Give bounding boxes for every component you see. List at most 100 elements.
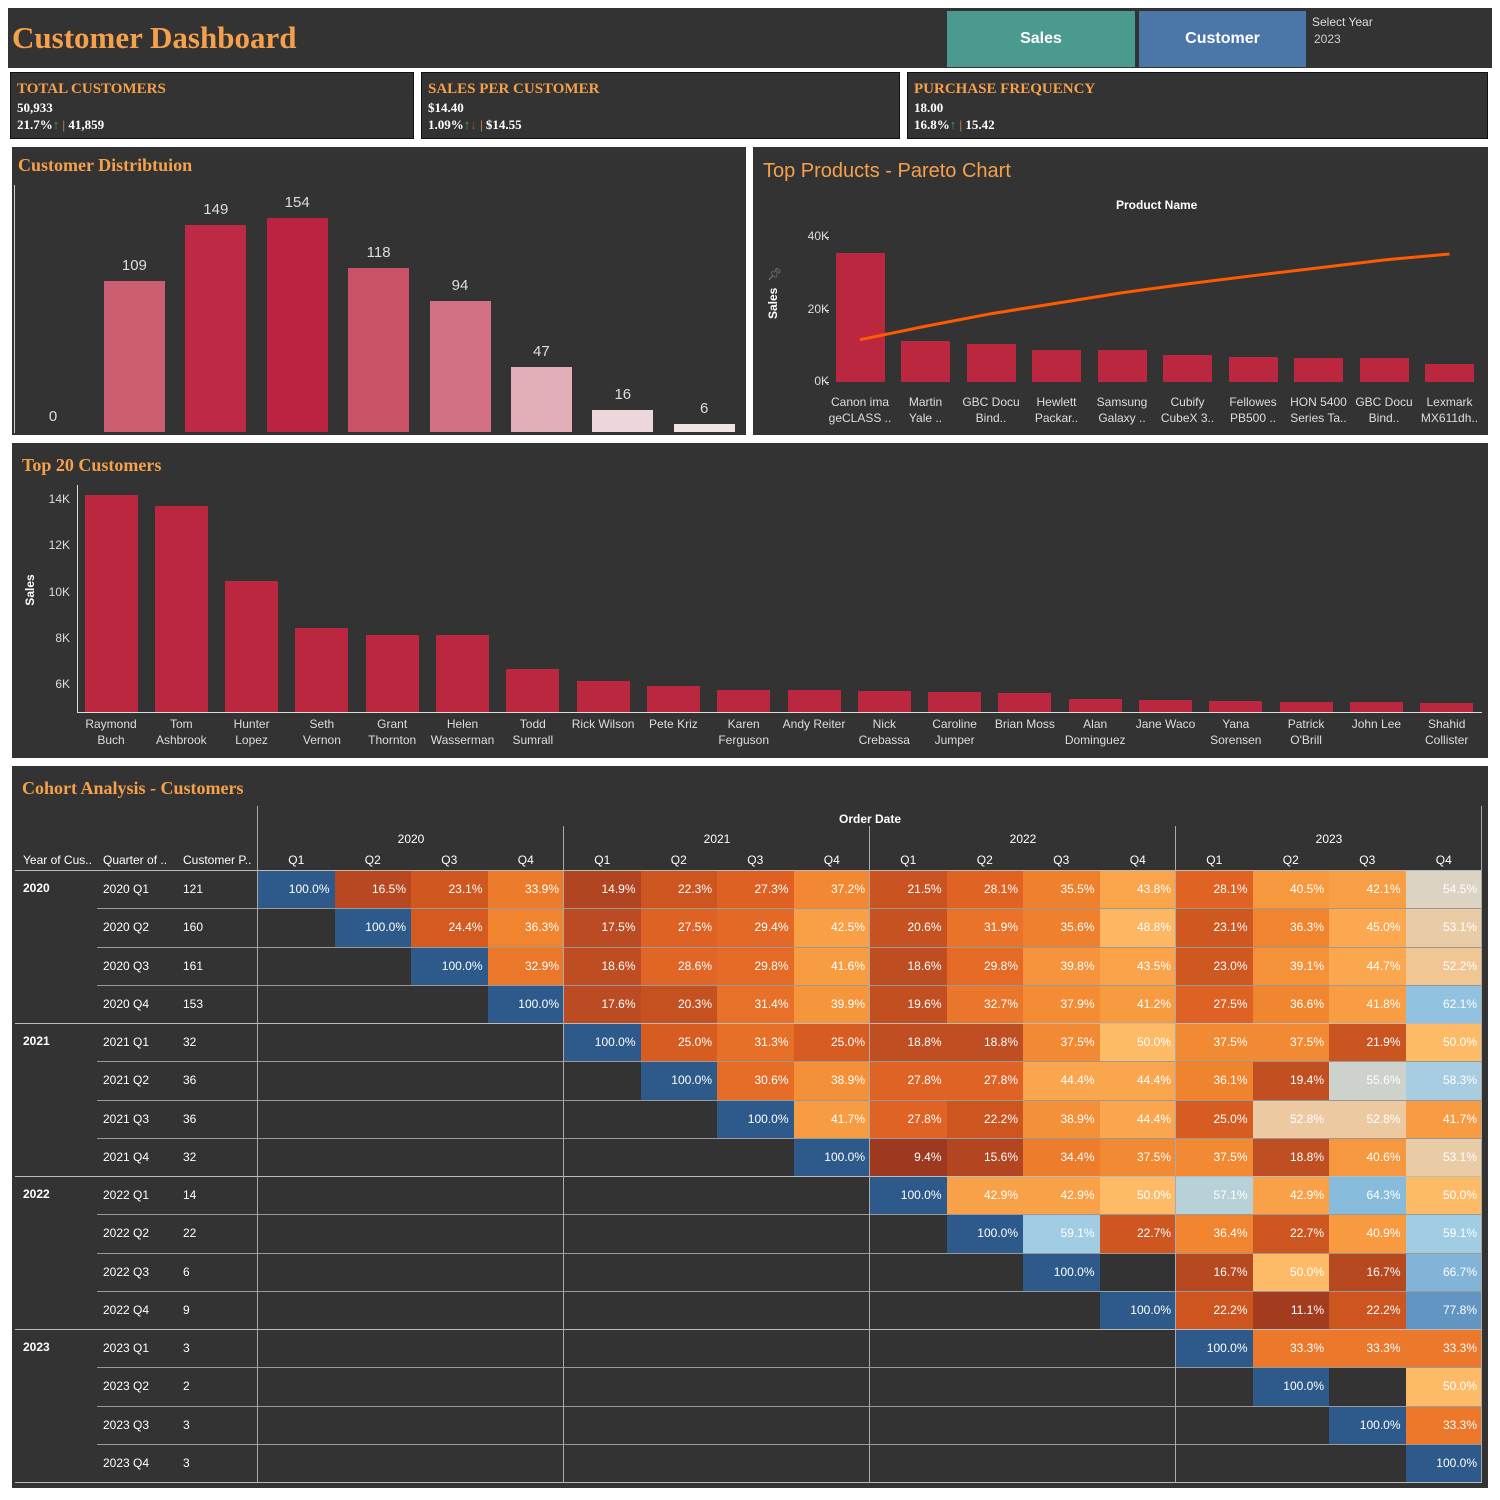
customer-bar[interactable] bbox=[576, 681, 630, 712]
cohort-cell[interactable]: 100.0% bbox=[640, 1061, 717, 1100]
product-bar[interactable] bbox=[1097, 350, 1147, 382]
cohort-cell[interactable]: 35.6% bbox=[1023, 908, 1100, 947]
distribution-bar[interactable] bbox=[103, 280, 165, 432]
cohort-cell[interactable]: 59.1% bbox=[1405, 1214, 1482, 1253]
customer-bar[interactable] bbox=[857, 690, 911, 712]
cohort-cell[interactable]: 16.7% bbox=[1176, 1252, 1253, 1291]
cohort-cell[interactable]: 36.1% bbox=[1176, 1061, 1253, 1100]
cohort-cell[interactable]: 39.8% bbox=[1023, 946, 1100, 985]
cohort-cell[interactable]: 100.0% bbox=[1099, 1290, 1176, 1329]
distribution-bar[interactable] bbox=[429, 301, 491, 432]
cohort-cell[interactable]: 29.8% bbox=[946, 946, 1023, 985]
year-filter[interactable]: Select Year 2023 bbox=[1308, 8, 1492, 68]
cumulative-line[interactable] bbox=[859, 252, 1450, 342]
cohort-cell[interactable]: 50.0% bbox=[1099, 1023, 1176, 1062]
cohort-cell[interactable]: 52.8% bbox=[1252, 1099, 1329, 1138]
year-filter-value[interactable]: 2023 bbox=[1314, 32, 1341, 46]
cohort-cell[interactable]: 19.6% bbox=[870, 984, 947, 1023]
cohort-cell[interactable]: 38.9% bbox=[793, 1061, 870, 1100]
cohort-cell[interactable]: 58.3% bbox=[1405, 1061, 1482, 1100]
cohort-cell[interactable]: 27.8% bbox=[870, 1061, 947, 1100]
cohort-cell[interactable]: 36.3% bbox=[1252, 908, 1329, 947]
cohort-cell[interactable]: 16.7% bbox=[1329, 1252, 1406, 1291]
cohort-cell[interactable]: 41.2% bbox=[1099, 984, 1176, 1023]
cohort-cell[interactable]: 50.0% bbox=[1252, 1252, 1329, 1291]
cohort-cell[interactable]: 25.0% bbox=[1176, 1099, 1253, 1138]
cohort-cell[interactable]: 37.5% bbox=[1099, 1137, 1176, 1176]
cohort-cell[interactable]: 100.0% bbox=[258, 870, 335, 909]
cohort-cell[interactable]: 43.8% bbox=[1099, 870, 1176, 909]
cohort-cell[interactable]: 18.6% bbox=[870, 946, 947, 985]
cohort-cell[interactable]: 29.4% bbox=[717, 908, 794, 947]
cohort-cell[interactable]: 66.7% bbox=[1405, 1252, 1482, 1291]
cohort-cell[interactable]: 37.5% bbox=[1023, 1023, 1100, 1062]
cohort-cell[interactable]: 100.0% bbox=[1023, 1252, 1100, 1291]
cohort-cell[interactable]: 100.0% bbox=[1252, 1367, 1329, 1406]
cohort-cell[interactable]: 9.4% bbox=[870, 1137, 947, 1176]
cohort-cell[interactable]: 18.8% bbox=[870, 1023, 947, 1062]
cohort-cell[interactable]: 40.5% bbox=[1252, 870, 1329, 909]
cohort-cell[interactable]: 42.1% bbox=[1329, 870, 1406, 909]
cohort-cell[interactable]: 37.9% bbox=[1023, 984, 1100, 1023]
cohort-cell[interactable]: 40.9% bbox=[1329, 1214, 1406, 1253]
customer-bar[interactable] bbox=[998, 693, 1052, 712]
cohort-cell[interactable]: 31.9% bbox=[946, 908, 1023, 947]
cohort-cell[interactable]: 22.7% bbox=[1099, 1214, 1176, 1253]
cohort-cell[interactable]: 27.5% bbox=[640, 908, 717, 947]
cohort-cell[interactable]: 29.8% bbox=[717, 946, 794, 985]
customer-dashboard-button[interactable]: Customer bbox=[1139, 11, 1306, 67]
cohort-cell[interactable]: 42.5% bbox=[793, 908, 870, 947]
cohort-cell[interactable]: 19.4% bbox=[1252, 1061, 1329, 1100]
cohort-cell[interactable]: 77.8% bbox=[1405, 1290, 1482, 1329]
cohort-cell[interactable]: 18.8% bbox=[946, 1023, 1023, 1062]
cohort-cell[interactable]: 16.5% bbox=[334, 870, 411, 909]
cohort-cell[interactable]: 21.9% bbox=[1329, 1023, 1406, 1062]
cohort-cell[interactable]: 27.8% bbox=[946, 1061, 1023, 1100]
cohort-cell[interactable]: 27.8% bbox=[870, 1099, 947, 1138]
customer-bar[interactable] bbox=[1279, 702, 1333, 712]
cohort-cell[interactable]: 27.5% bbox=[1176, 984, 1253, 1023]
customer-bar[interactable] bbox=[1209, 701, 1263, 712]
cohort-cell[interactable]: 54.5% bbox=[1405, 870, 1482, 909]
cohort-cell[interactable]: 44.4% bbox=[1023, 1061, 1100, 1100]
cohort-cell[interactable]: 50.0% bbox=[1099, 1176, 1176, 1215]
customer-bar[interactable] bbox=[365, 635, 419, 712]
cohort-cell[interactable]: 32.9% bbox=[487, 946, 564, 985]
cohort-cell[interactable]: 100.0% bbox=[334, 908, 411, 947]
cohort-cell[interactable]: 36.6% bbox=[1252, 984, 1329, 1023]
cohort-cell[interactable]: 100.0% bbox=[1176, 1329, 1253, 1368]
cohort-cell[interactable]: 59.1% bbox=[1023, 1214, 1100, 1253]
customer-bar[interactable] bbox=[84, 495, 138, 712]
cohort-cell[interactable]: 17.5% bbox=[564, 908, 641, 947]
cohort-cell[interactable]: 28.1% bbox=[1176, 870, 1253, 909]
cohort-cell[interactable]: 34.4% bbox=[1023, 1137, 1100, 1176]
customer-bar[interactable] bbox=[787, 690, 841, 712]
cohort-cell[interactable]: 100.0% bbox=[793, 1137, 870, 1176]
cohort-cell[interactable]: 44.4% bbox=[1099, 1061, 1176, 1100]
cohort-cell[interactable]: 24.4% bbox=[411, 908, 488, 947]
product-bar[interactable] bbox=[966, 343, 1016, 382]
distribution-bar[interactable] bbox=[510, 366, 572, 432]
product-bar[interactable] bbox=[1425, 363, 1474, 382]
cohort-cell[interactable]: 41.8% bbox=[1329, 984, 1406, 1023]
distribution-bar[interactable] bbox=[185, 224, 247, 432]
cohort-cell[interactable]: 36.4% bbox=[1176, 1214, 1253, 1253]
distribution-bar[interactable] bbox=[266, 218, 328, 432]
cohort-cell[interactable]: 40.6% bbox=[1329, 1137, 1406, 1176]
cohort-cell[interactable]: 41.7% bbox=[793, 1099, 870, 1138]
sales-dashboard-button[interactable]: Sales bbox=[947, 11, 1135, 67]
cohort-cell[interactable]: 37.5% bbox=[1176, 1137, 1253, 1176]
cohort-cell[interactable]: 100.0% bbox=[717, 1099, 794, 1138]
customer-bar[interactable] bbox=[1068, 698, 1122, 712]
product-bar[interactable] bbox=[1359, 358, 1409, 382]
cohort-cell[interactable]: 14.9% bbox=[564, 870, 641, 909]
cohort-cell[interactable]: 17.6% bbox=[564, 984, 641, 1023]
cohort-cell[interactable]: 100.0% bbox=[564, 1023, 641, 1062]
cohort-cell[interactable]: 22.2% bbox=[1329, 1290, 1406, 1329]
cohort-cell[interactable]: 23.1% bbox=[1176, 908, 1253, 947]
cohort-cell[interactable]: 28.6% bbox=[640, 946, 717, 985]
cohort-cell[interactable]: 37.5% bbox=[1252, 1023, 1329, 1062]
row-header-year[interactable]: Year of Cus.. bbox=[23, 853, 92, 867]
cohort-cell[interactable]: 100.0% bbox=[411, 946, 488, 985]
customer-bar[interactable] bbox=[1349, 702, 1403, 712]
